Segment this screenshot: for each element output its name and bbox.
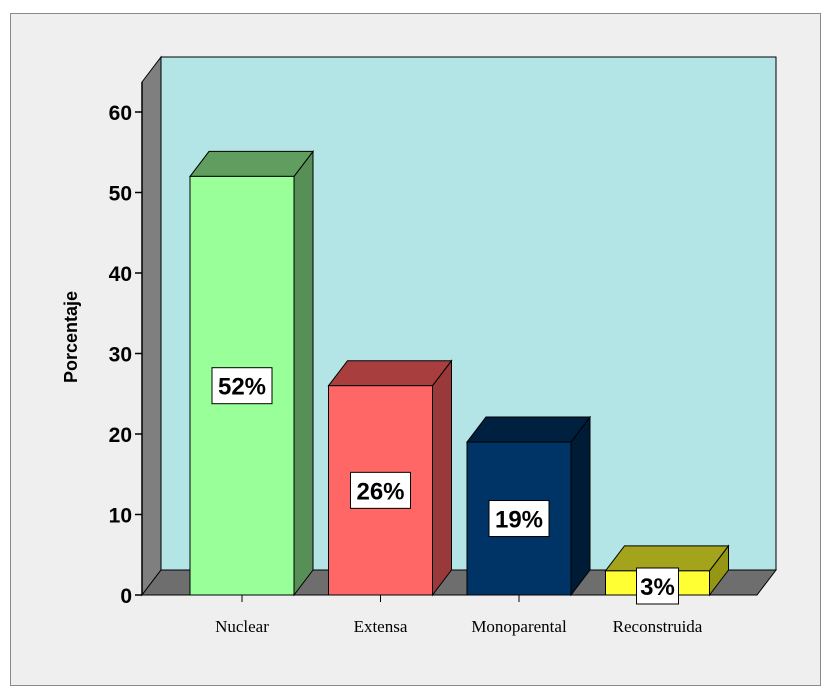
y-tick-label: 50 [109,183,132,206]
y-axis-label: Porcentaje [61,291,81,383]
y-axis: 0 10 20 30 40 50 60 [109,82,143,608]
side-wall [141,55,162,597]
data-label: 3% [636,567,679,605]
x-tick-label: Monoparental [471,617,567,636]
y-tick-label: 40 [109,263,132,286]
bar-top [465,416,592,443]
y-tick-label: 0 [120,585,132,608]
x-tick-label: Nuclear [215,617,269,636]
x-tick-label: Extensa [354,617,408,636]
data-label: 19% [488,500,550,538]
y-tick-label: 20 [109,424,132,447]
bar-top [604,545,730,572]
bar-top [327,360,453,387]
y-tick-label: 10 [109,505,132,528]
data-label-box [636,567,679,605]
data-label-box [488,500,550,538]
data-label-text: 3% [640,574,675,601]
x-tick-label: Reconstruida [613,617,703,636]
data-labels: 52% 26% 19% 3% [211,367,679,605]
bar-side [293,149,314,597]
data-label-text: 19% [495,507,543,534]
y-tick-label: 60 [109,102,132,125]
bar-side [432,359,452,597]
bar-top [188,150,315,177]
data-label: 52% [211,367,273,405]
data-label-box [350,471,411,509]
x-axis: Nuclear Extensa Monoparental Reconstruida [215,595,703,636]
data-label-box [211,367,273,405]
y-tick-label: 30 [109,344,132,367]
bar-side [570,415,591,597]
bars [188,149,730,597]
data-label: 26% [350,471,411,509]
data-label-text: 52% [218,374,266,401]
data-label-text: 26% [356,478,404,505]
